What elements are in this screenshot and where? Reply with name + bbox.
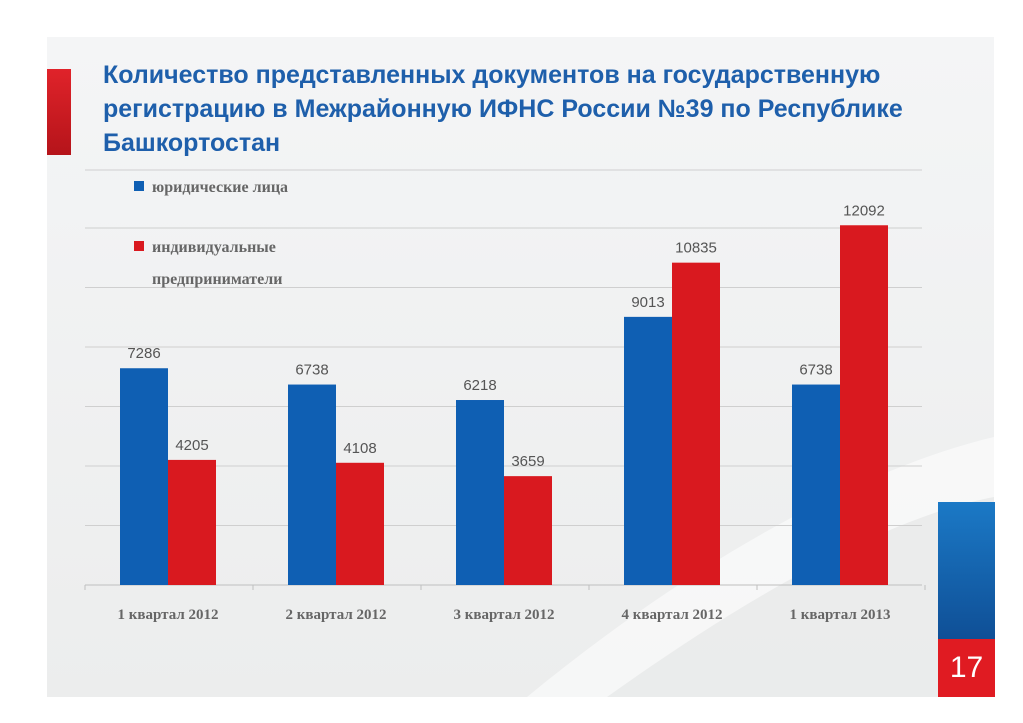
legend-label-legal-entities: юридические лица (152, 179, 288, 196)
category-label: 1 квартал 2012 (118, 607, 219, 623)
category-label: 2 квартал 2012 (286, 607, 387, 623)
chart-data-labels: 7286 4205 6738 4108 6218 3659 9013 10835 6738 120… (127, 202, 885, 470)
slide-title: Количество представленных документов на … (103, 61, 903, 157)
bar-entrepreneurs (336, 462, 384, 585)
category-label: 3 квартал 2012 (454, 607, 555, 623)
data-label: 9013 (631, 294, 664, 311)
bar-legal-entities (624, 316, 672, 585)
slide-background (47, 37, 994, 697)
data-label: 3659 (511, 453, 544, 470)
category-label: 4 квартал 2012 (622, 607, 723, 623)
data-label: 10835 (675, 240, 717, 257)
data-label: 6738 (799, 362, 832, 379)
data-label: 7286 (127, 345, 160, 362)
data-label: 4108 (343, 440, 376, 457)
chart-category-labels: 1 квартал 2012 2 квартал 2012 3 квартал 20… (118, 607, 891, 623)
data-label: 12092 (843, 202, 885, 219)
page-number-bar (938, 502, 995, 639)
bar-legal-entities (288, 384, 336, 585)
legend-label-entrepreneurs: индивидуальные предприниматели (152, 239, 282, 288)
bar-legal-entities (456, 400, 504, 585)
chart-bars (120, 225, 888, 585)
chart-legend: юридические лица индивидуальные предприни… (134, 179, 288, 288)
page-number: 17 (938, 639, 995, 697)
bar-entrepreneurs (672, 262, 720, 585)
title-accent-bar (47, 69, 71, 155)
data-label: 6738 (295, 362, 328, 379)
legend-swatch-legal-entities (134, 181, 144, 191)
bar-legal-entities (120, 368, 168, 585)
bar-entrepreneurs (840, 225, 888, 585)
bar-entrepreneurs (168, 459, 216, 585)
legend-swatch-entrepreneurs (134, 241, 144, 251)
data-label: 6218 (463, 377, 496, 394)
category-label: 1 квартал 2013 (790, 607, 891, 623)
bar-legal-entities (792, 384, 840, 585)
bar-entrepreneurs (504, 476, 552, 585)
data-label: 4205 (175, 437, 208, 454)
